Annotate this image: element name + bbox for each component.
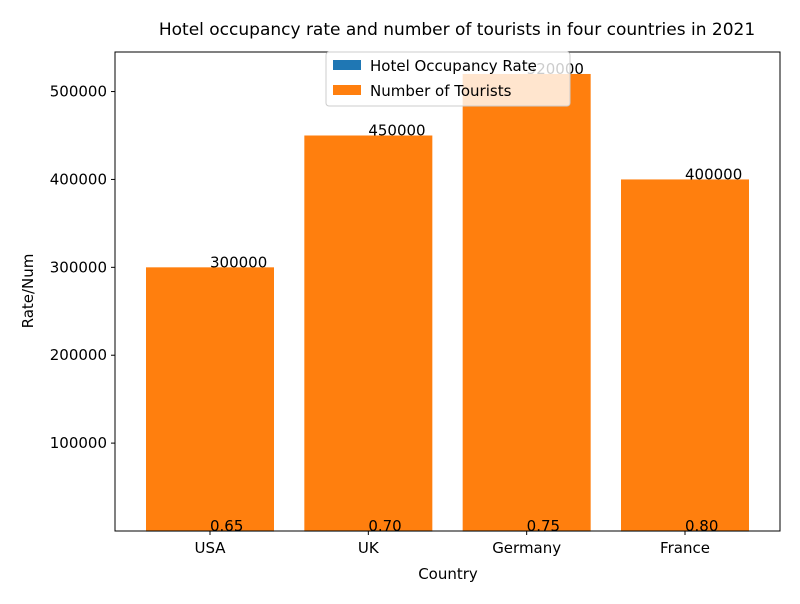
bar-number-of-tourists-usa [146, 267, 274, 531]
x-tick-label-france: France [660, 539, 710, 557]
y-tick-label: 300000 [50, 258, 107, 276]
x-tick-label-uk: UK [358, 539, 380, 557]
x-tick-label-germany: Germany [492, 539, 561, 557]
legend-swatch-number-of-tourists [333, 85, 361, 95]
bar-number-of-tourists-uk [304, 135, 433, 531]
data-label-hotel-occupancy-rate-france: 0.80 [685, 517, 718, 535]
y-tick-label: 200000 [50, 346, 107, 364]
legend-label-hotel-occupancy-rate: Hotel Occupancy Rate [370, 57, 537, 75]
data-label-hotel-occupancy-rate-uk: 0.70 [368, 517, 401, 535]
data-label-number-of-tourists-uk: 450000 [368, 121, 425, 139]
data-label-number-of-tourists-usa: 300000 [210, 253, 267, 271]
legend-swatch-hotel-occupancy-rate [333, 60, 361, 70]
x-axis: USA UK Germany France [194, 531, 710, 557]
data-label-number-of-tourists-france: 400000 [685, 165, 742, 183]
data-labels-layer: 0.650.700.750.80300000450000520000400000 [210, 60, 742, 535]
x-axis-label: Country [418, 565, 478, 583]
y-axis: 100000 200000 300000 400000 500000 [50, 83, 115, 452]
y-axis-label: Rate/Num [19, 254, 37, 329]
chart-title: Hotel occupancy rate and number of touri… [159, 20, 755, 40]
y-tick-label: 100000 [50, 434, 107, 452]
legend-frame [325, 51, 571, 107]
x-tick-label-usa: USA [194, 539, 226, 557]
bar-number-of-tourists-france [621, 179, 749, 531]
bar-number-of-tourists-germany [462, 73, 591, 532]
data-label-hotel-occupancy-rate-usa: 0.65 [210, 517, 243, 535]
chart-legend: Hotel Occupancy Rate Number of Tourists [325, 51, 571, 107]
data-label-hotel-occupancy-rate-germany: 0.75 [527, 517, 560, 535]
y-tick-label: 500000 [50, 83, 107, 101]
y-tick-label: 400000 [50, 170, 107, 188]
bars-layer [146, 73, 749, 532]
legend-label-number-of-tourists: Number of Tourists [370, 82, 512, 100]
